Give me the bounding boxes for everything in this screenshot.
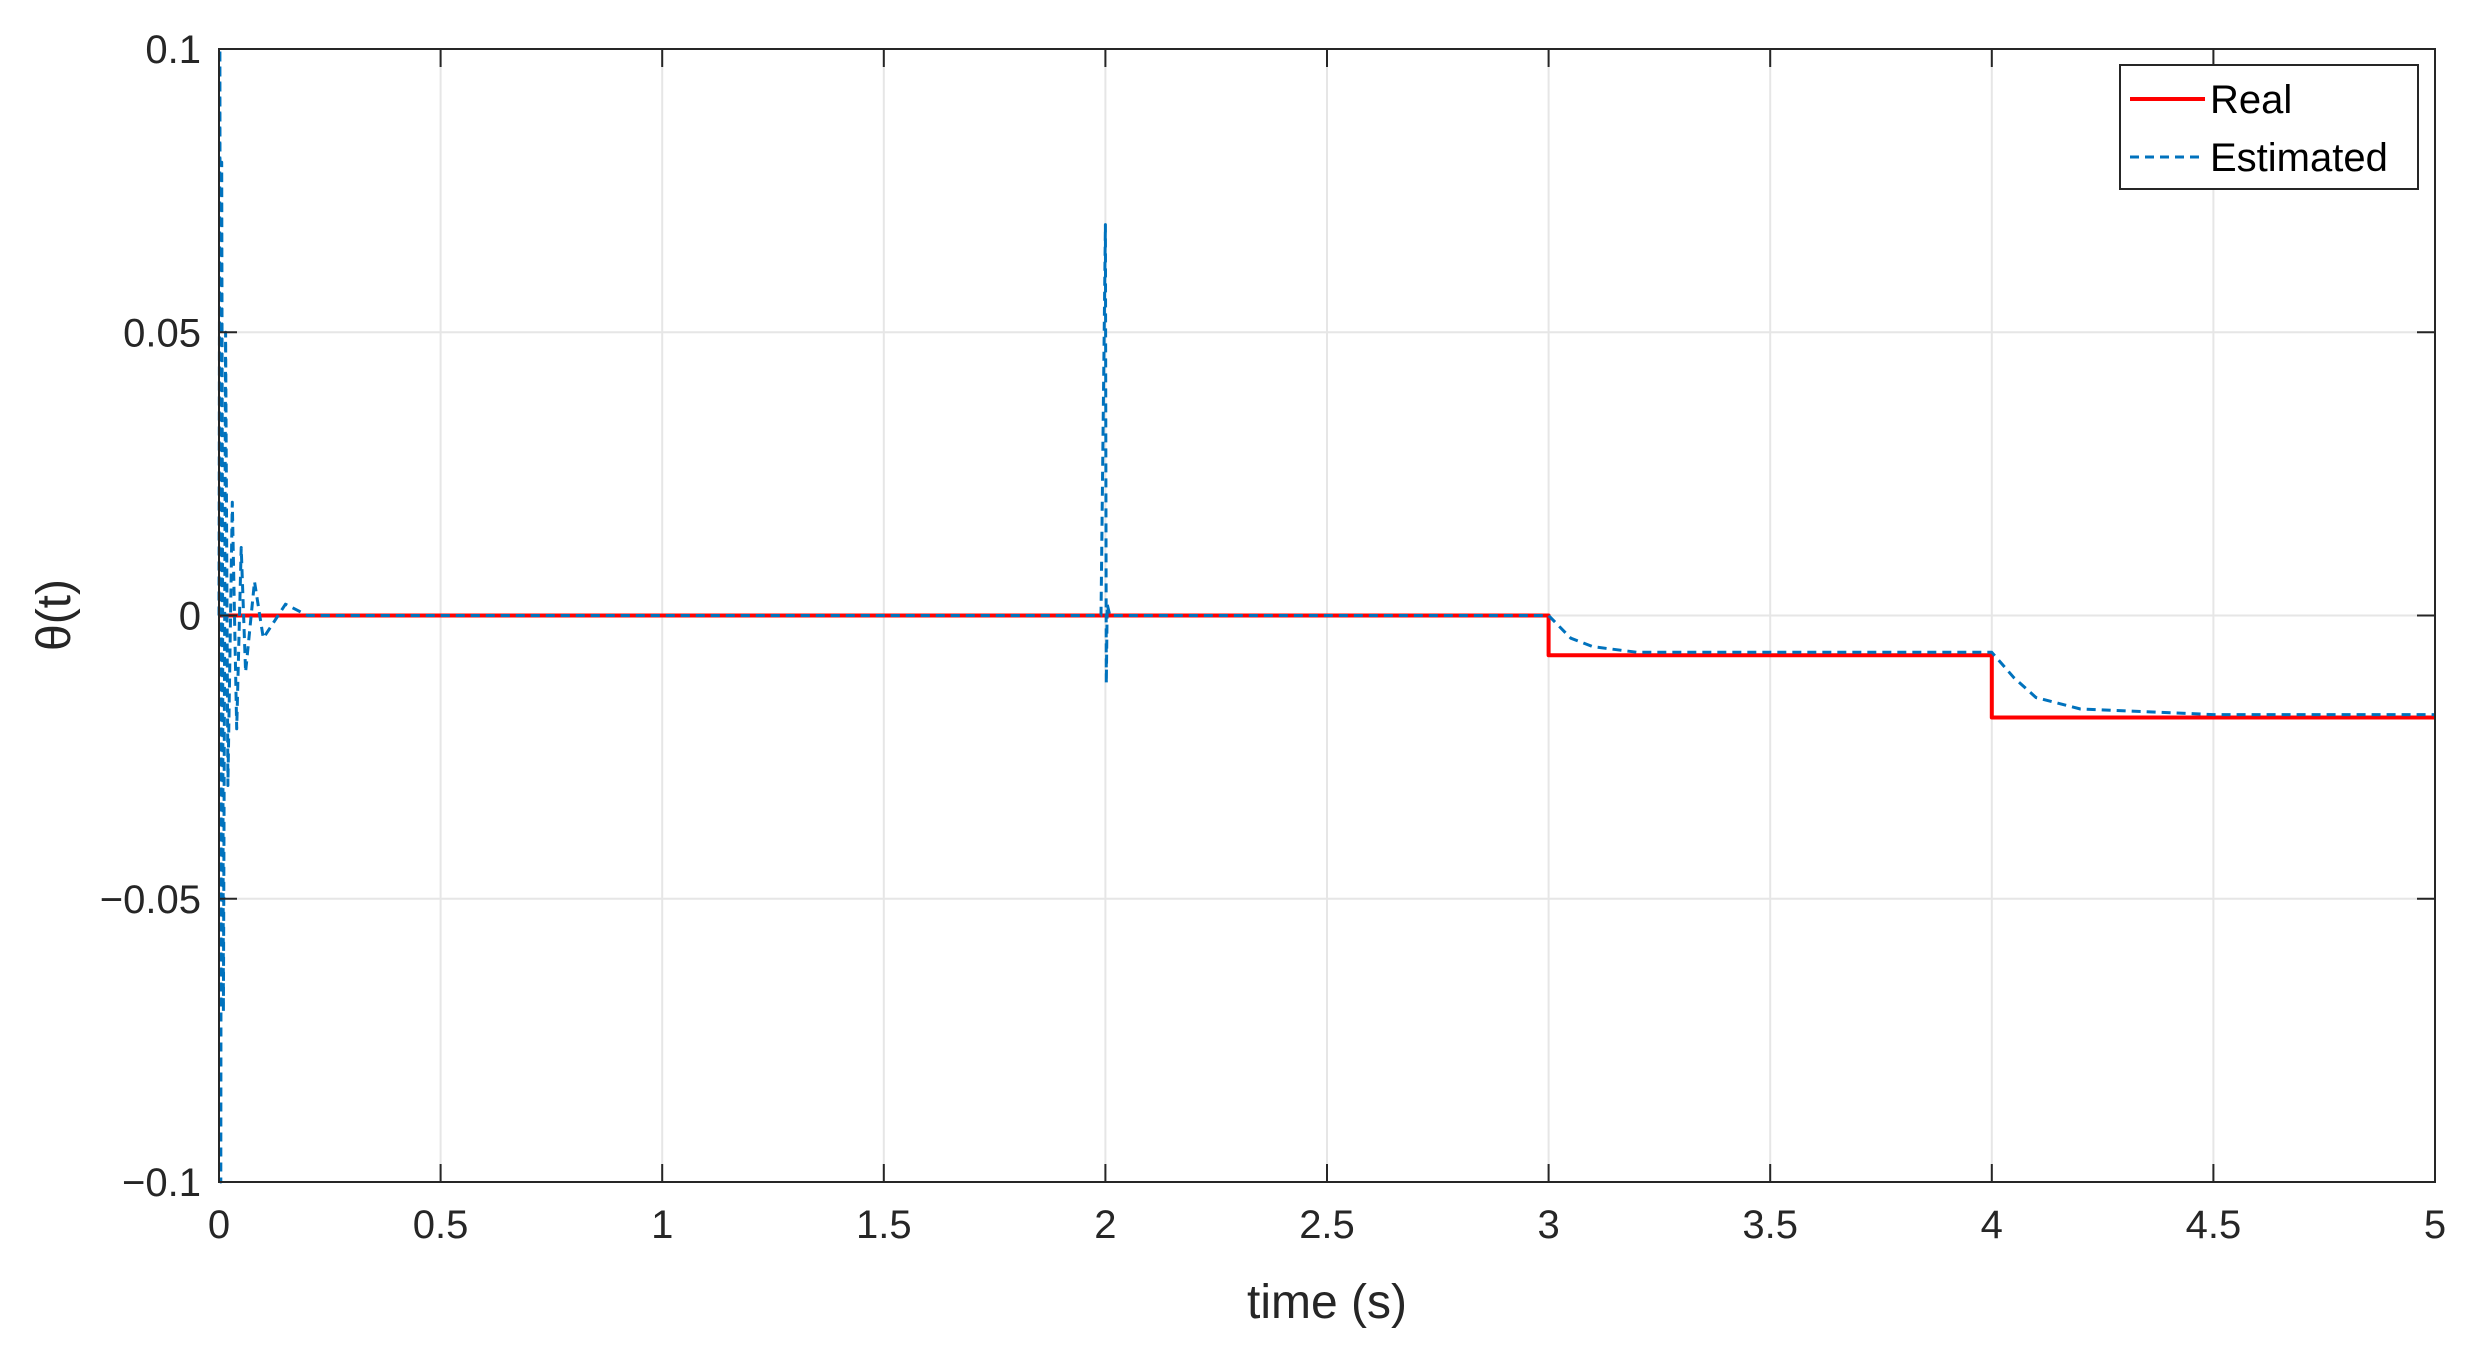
x-tick-label: 3 [1537, 1203, 1559, 1247]
y-axis-title: θ(t) [28, 579, 81, 651]
y-tick-label: 0.1 [145, 28, 201, 72]
x-tick-label: 1.5 [856, 1203, 912, 1247]
x-tick-label: 4 [1981, 1203, 2003, 1247]
legend-label-real: Real [2210, 78, 2292, 122]
y-tick-label: −0.05 [100, 878, 201, 922]
tick-labels: 0 0.5 1 1.5 2 2.5 3 3.5 4 4.5 5 −0.1 −0.05 0 0.05 0.1 [100, 28, 2446, 1247]
x-tick-label: 3.5 [1742, 1203, 1798, 1247]
x-tick-label: 5 [2424, 1203, 2446, 1247]
legend: Real Estimated [2119, 64, 2419, 190]
y-tick-label: −0.1 [122, 1161, 201, 1205]
series-line-estimated [217, 47, 2435, 1184]
x-tick-label: 2 [1094, 1203, 1116, 1247]
x-tick-label: 4.5 [2186, 1203, 2242, 1247]
y-tick-label: 0 [179, 595, 201, 639]
x-tick-label: 2.5 [1299, 1203, 1355, 1247]
x-tick-label: 1 [651, 1203, 673, 1247]
y-tick-label: 0.05 [123, 311, 201, 355]
x-tick-label: 0 [208, 1203, 230, 1247]
series-layer [217, 47, 2435, 1184]
x-axis-title: time (s) [1247, 1276, 1407, 1329]
x-tick-label: 0.5 [413, 1203, 469, 1247]
legend-box [2119, 64, 2419, 190]
axis-ticks [218, 48, 2436, 1183]
legend-label-estimated: Estimated [2210, 136, 2388, 180]
